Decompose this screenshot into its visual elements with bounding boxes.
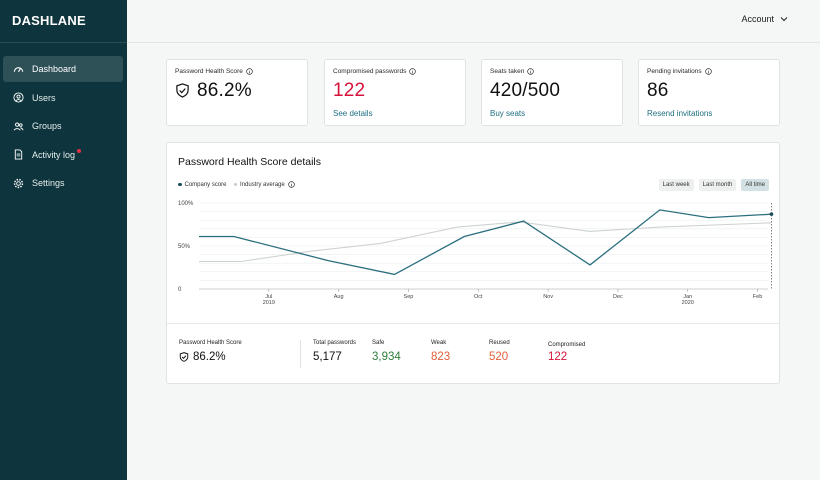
pending-invitations-card: Pending invitations 86 Resend invitation… <box>638 59 780 126</box>
weak-value: 823 <box>431 351 451 363</box>
range-selector: Last week Last month All time <box>654 179 769 191</box>
dashlane-logo[interactable]: DASHLANE <box>12 13 86 28</box>
health-score-value: 86.2% <box>175 80 252 102</box>
x-tick-label: Aug <box>334 294 344 300</box>
company-score-line <box>199 209 772 276</box>
y-tick-label: 100% <box>178 201 194 207</box>
y-tick-label: 0 <box>178 287 182 293</box>
pending-label: Pending invitations <box>647 68 712 75</box>
reused-value: 520 <box>489 351 509 363</box>
document-icon <box>13 149 24 160</box>
chart-legend: Company score Industry average <box>178 181 302 188</box>
dashboard-icon <box>13 64 24 75</box>
x-tick-label: Dec <box>613 294 623 300</box>
summary-health-label: Password Health Score <box>179 340 242 346</box>
sidebar-item-label: Users <box>32 92 56 103</box>
legend-industry-label: Industry average <box>240 181 285 188</box>
reused-label: Reused <box>489 340 510 346</box>
sidebar: DASHLANE Dashboard Users Groups Activity… <box>0 0 127 480</box>
account-menu[interactable]: Account <box>741 14 788 24</box>
health-details-card: Password Health Score details Company sc… <box>166 142 780 384</box>
sidebar-divider <box>0 42 127 43</box>
summary-separator <box>300 340 301 368</box>
summary-health-value: 86.2% <box>179 351 226 363</box>
range-last-week-button[interactable]: Last week <box>658 179 694 191</box>
industry-average-line <box>199 221 772 263</box>
account-label: Account <box>741 14 774 24</box>
x-tick-label: Jul <box>265 294 272 300</box>
seats-label: Seats taken <box>490 68 535 75</box>
safe-label: Safe <box>372 340 385 346</box>
legend-company-dot <box>178 182 182 187</box>
x-tick-label: Oct <box>474 294 483 300</box>
compromised-card: Compromised passwords 122 See details <box>324 59 466 126</box>
gear-icon <box>13 178 24 189</box>
sidebar-item-label: Activity log <box>32 149 76 160</box>
y-tick-label: 50% <box>178 244 191 250</box>
legend-company: Company score <box>178 182 227 188</box>
pending-label-text: Pending invitations <box>647 68 702 75</box>
top-bar: Account <box>127 0 820 43</box>
health-score-number: 86.2% <box>197 80 252 101</box>
compromised-summary-label: Compromised <box>548 342 586 348</box>
legend-industry-dot <box>233 182 238 187</box>
x-tick-label: Feb <box>753 294 762 300</box>
user-icon <box>13 92 24 103</box>
seats-label-text: Seats taken <box>490 68 525 75</box>
legend-company-label: Company score <box>184 181 227 188</box>
groups-icon <box>13 121 24 132</box>
sidebar-item-settings[interactable]: Settings <box>3 170 123 196</box>
buy-seats-link[interactable]: Buy seats <box>490 109 526 118</box>
health-score-label: Password Health Score <box>175 68 253 75</box>
sidebar-nav: Dashboard Users Groups Activity log S <box>0 56 127 199</box>
sidebar-item-groups[interactable]: Groups <box>3 113 123 139</box>
range-last-month-button[interactable]: Last month <box>698 179 737 191</box>
sidebar-item-label: Dashboard <box>32 64 77 74</box>
range-all-time-button[interactable]: All time <box>741 179 769 191</box>
notification-dot <box>77 148 82 153</box>
total-passwords-value: 5,177 <box>313 351 342 363</box>
resend-invitations-link[interactable]: Resend invitations <box>647 109 713 118</box>
compromised-label: Compromised passwords <box>333 68 417 75</box>
see-details-link[interactable]: See details <box>333 109 373 118</box>
total-passwords-label: Total passwords <box>313 340 357 346</box>
shield-check-icon <box>176 83 189 98</box>
x-tick-year-label: 2020 <box>682 300 694 306</box>
chart-divider <box>167 323 779 324</box>
x-tick-label: Jan <box>683 294 692 300</box>
details-title: Password Health Score details <box>178 156 321 168</box>
info-icon[interactable] <box>246 68 253 75</box>
sidebar-item-activity-log[interactable]: Activity log <box>3 142 123 168</box>
x-tick-label: Sep <box>404 294 414 300</box>
safe-value: 3,934 <box>372 351 401 363</box>
compromised-summary-value: 122 <box>548 351 568 363</box>
compromised-label-text: Compromised passwords <box>333 68 407 75</box>
weak-label: Weak <box>431 340 447 346</box>
health-score-label-text: Password Health Score <box>175 68 243 75</box>
sidebar-item-label: Settings <box>32 178 65 188</box>
info-icon[interactable] <box>527 68 535 75</box>
current-point-dot <box>769 212 774 216</box>
health-score-card: Password Health Score 86.2% <box>166 59 308 126</box>
sidebar-item-label: Groups <box>32 121 62 131</box>
sidebar-item-dashboard[interactable]: Dashboard <box>3 56 123 82</box>
seats-value: 420/500 <box>490 80 561 101</box>
info-icon[interactable] <box>409 68 417 75</box>
legend-industry: Industry average <box>233 181 295 188</box>
compromised-value: 122 <box>333 80 366 101</box>
sidebar-item-users[interactable]: Users <box>3 85 123 111</box>
pending-value: 86 <box>647 80 669 101</box>
x-tick-label: Nov <box>543 294 553 300</box>
shield-check-icon <box>179 352 189 362</box>
info-icon[interactable] <box>704 68 712 75</box>
seats-card: Seats taken 420/500 Buy seats <box>481 59 623 126</box>
info-icon[interactable] <box>287 181 295 188</box>
x-tick-year-label: 2019 <box>263 300 275 306</box>
summary-health-number: 86.2% <box>193 351 226 363</box>
chevron-down-icon <box>780 17 788 22</box>
